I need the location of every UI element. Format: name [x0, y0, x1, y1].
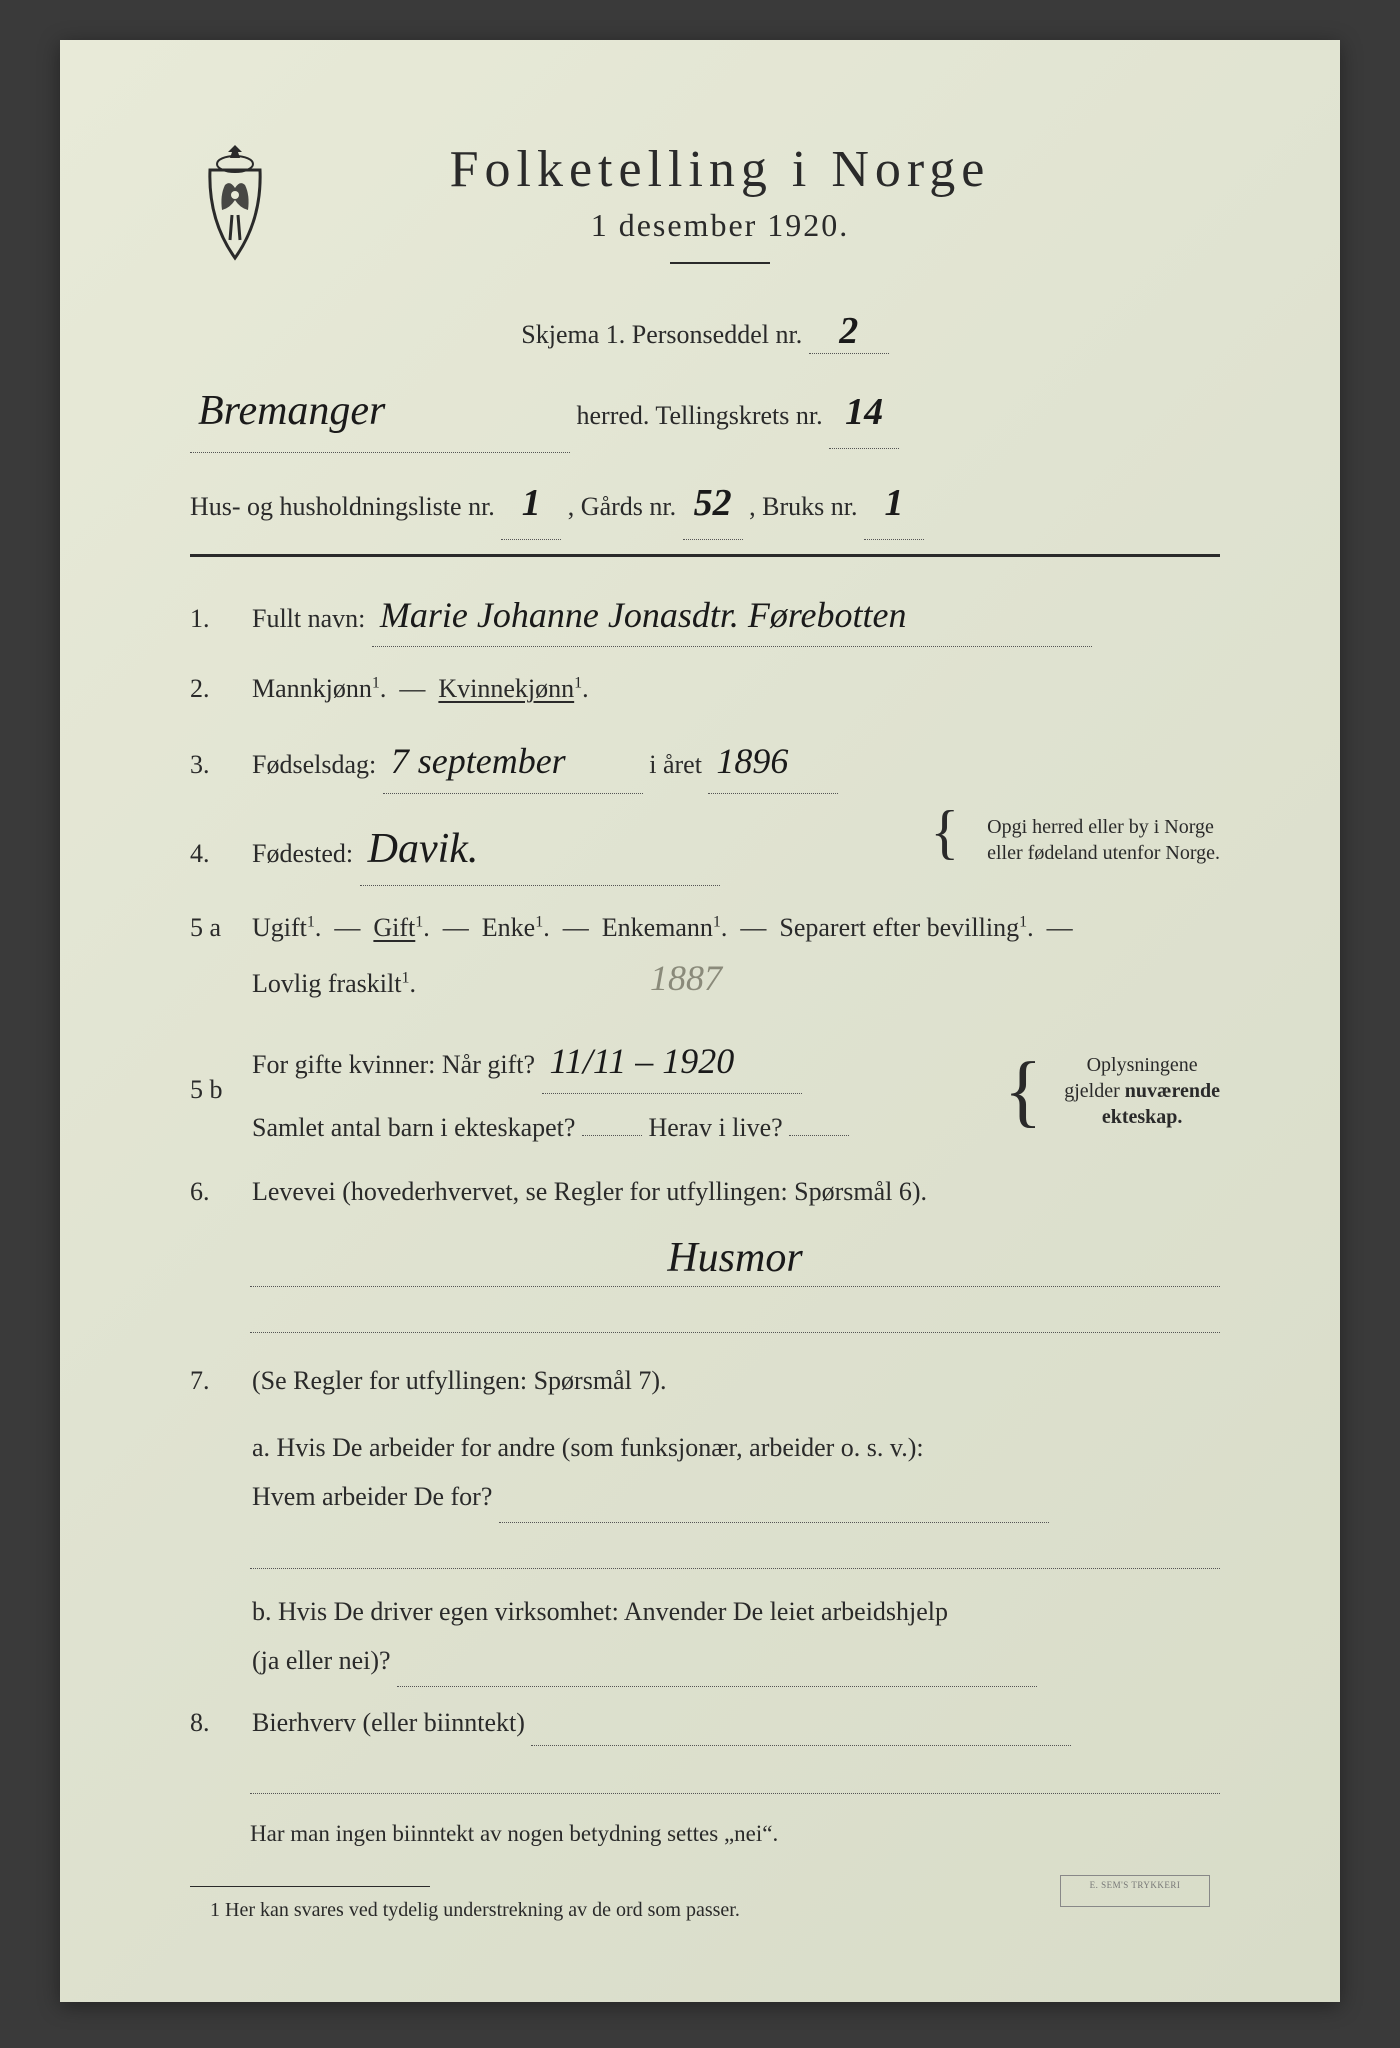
q1-num: 1. — [190, 597, 232, 641]
q4-note: { — [930, 814, 965, 850]
q6-blank-line — [250, 1305, 1220, 1333]
q7-label: (Se Regler for utfyllingen: Spørsmål 7). — [252, 1366, 666, 1395]
printer-stamp: E. SEM'S TRYKKERI — [1060, 1875, 1210, 1907]
q5b-row: 5 b For gifte kvinner: Når gift? 11/11 –… — [190, 1031, 1220, 1149]
bottom-note: Har man ingen biinntekt av nogen betydni… — [250, 1812, 1220, 1856]
q5a-row: 5 a Ugift1. — Gift1. — Enke1. — Enkemann… — [190, 906, 1220, 1011]
q5a-separert: Separert efter bevilling — [779, 913, 1019, 942]
section-divider — [190, 554, 1220, 557]
q7-num: 7. — [190, 1359, 232, 1403]
q5a-num: 5 a — [190, 906, 232, 950]
q4-note-a: Opgi herred eller by i Norge — [987, 814, 1220, 840]
husliste-label-c: , Bruks nr. — [749, 492, 857, 521]
q4-note-b: eller fødeland utenfor Norge. — [987, 840, 1220, 866]
q3-mid: i året — [649, 750, 708, 779]
q5b-num: 5 b — [190, 1068, 232, 1112]
q2-num: 2. — [190, 667, 232, 711]
q5a-faint: 1887 — [650, 958, 722, 998]
q4-label: Fødested: — [252, 839, 353, 868]
q5a-lovlig: Lovlig fraskilt — [252, 969, 401, 998]
q7a-row: a. Hvis De arbeider for andre (som funks… — [190, 1423, 1220, 1523]
brace-icon: { — [930, 814, 959, 850]
super-1: 1 — [372, 675, 380, 692]
tellingskrets-nr: 14 — [845, 391, 883, 433]
q2-mann: Mannkjønn — [252, 674, 372, 703]
super-1b: 1 — [574, 675, 582, 692]
date-line: 1 desember 1920. — [310, 207, 1130, 244]
q8-blank — [250, 1766, 1220, 1794]
q5b-label-b: Samlet antal barn i ekteskapet? — [252, 1113, 575, 1142]
q3-num: 3. — [190, 743, 232, 787]
q7a-blank — [250, 1541, 1220, 1569]
q7-row: 7. (Se Regler for utfyllingen: Spørsmål … — [190, 1359, 1220, 1403]
q2-kvinne: Kvinnekjønn — [438, 674, 574, 703]
q4-num: 4. — [190, 832, 232, 876]
husliste-nr: 1 — [522, 482, 541, 524]
q6-row: 6. Levevei (hovederhvervet, se Regler fo… — [190, 1170, 1220, 1214]
q6-value: Husmor — [667, 1235, 802, 1281]
q8-label: Bierhverv (eller biinntekt) — [252, 1708, 525, 1737]
husliste-row: Hus- og husholdningsliste nr. 1 , Gårds … — [190, 467, 1220, 540]
q5b-side-note: Oplysningene gjelder nuværende ekteskap. — [1064, 1052, 1220, 1130]
q5a-gift: Gift — [373, 913, 415, 942]
q3-row: 3. Fødselsdag: 7 september i året 1896 — [190, 731, 1220, 793]
q8-row: 8. Bierhverv (eller biinntekt) — [190, 1701, 1220, 1746]
q8-num: 8. — [190, 1701, 232, 1745]
q5a-ugift: Ugift — [252, 913, 307, 942]
herred-label: herred. Tellingskrets nr. — [577, 401, 823, 430]
herred-value: Bremanger — [198, 388, 385, 434]
q7b-label2: (ja eller nei)? — [252, 1646, 391, 1675]
bruks-nr: 1 — [884, 482, 903, 524]
q5b-side-b-bold: nuværende — [1125, 1080, 1220, 1102]
q1-value: Marie Johanne Jonasdtr. Førebotten — [380, 595, 907, 635]
title-block: Folketelling i Norge 1 desember 1920. — [310, 140, 1220, 289]
q5a-enkemann: Enkemann — [602, 913, 713, 942]
q5b-label-c: Herav i live? — [648, 1113, 782, 1142]
q5a-enke: Enke — [482, 913, 535, 942]
q5b-gift-dato: 11/11 – 1920 — [550, 1041, 735, 1081]
q3-day: 7 september — [391, 741, 566, 781]
title-divider — [670, 262, 770, 264]
q4-row: 4. Fødested: Davik. { Opgi herred eller … — [190, 814, 1220, 886]
personseddel-nr: 2 — [839, 310, 858, 352]
q7b-row: b. Hvis De driver egen virksomhet: Anven… — [190, 1587, 1220, 1687]
coat-of-arms-icon — [190, 140, 280, 275]
gards-nr: 52 — [694, 482, 732, 524]
q6-value-line: Husmor — [250, 1234, 1220, 1287]
q7a-label2: Hvem arbeider De for? — [252, 1482, 492, 1511]
census-form-page: Folketelling i Norge 1 desember 1920. Sk… — [60, 40, 1340, 2002]
q5b-label-a: For gifte kvinner: Når gift? — [252, 1050, 535, 1079]
footnote-divider — [190, 1886, 430, 1887]
q2-row: 2. Mannkjønn1. — Kvinnekjønn1. — [190, 667, 1220, 711]
husliste-label-a: Hus- og husholdningsliste nr. — [190, 492, 495, 521]
q7a-label: a. Hvis De arbeider for andre (som funks… — [252, 1433, 924, 1462]
q6-num: 6. — [190, 1170, 232, 1214]
main-title: Folketelling i Norge — [310, 140, 1130, 199]
husliste-label-b: , Gårds nr. — [568, 492, 676, 521]
skjema-row: Skjema 1. Personseddel nr. 2 — [190, 309, 1220, 354]
q1-label: Fullt navn: — [252, 604, 365, 633]
herred-row: Bremanger herred. Tellingskrets nr. 14 — [190, 372, 1220, 453]
q7b-label: b. Hvis De driver egen virksomhet: Anven… — [252, 1597, 948, 1626]
q3-year: 1896 — [716, 741, 788, 781]
brace-icon-2: { — [1004, 1067, 1042, 1115]
q4-value: Davik. — [368, 826, 479, 872]
q5b-side-a: Oplysningene — [1064, 1052, 1220, 1078]
q3-label: Fødselsdag: — [252, 750, 376, 779]
q1-row: 1. Fullt navn: Marie Johanne Jonasdtr. F… — [190, 585, 1220, 647]
skjema-label: Skjema 1. Personseddel nr. — [521, 320, 802, 349]
q6-label: Levevei (hovederhvervet, se Regler for u… — [252, 1177, 927, 1206]
header: Folketelling i Norge 1 desember 1920. — [190, 140, 1220, 289]
q5b-side-c: ekteskap. — [1102, 1106, 1183, 1128]
